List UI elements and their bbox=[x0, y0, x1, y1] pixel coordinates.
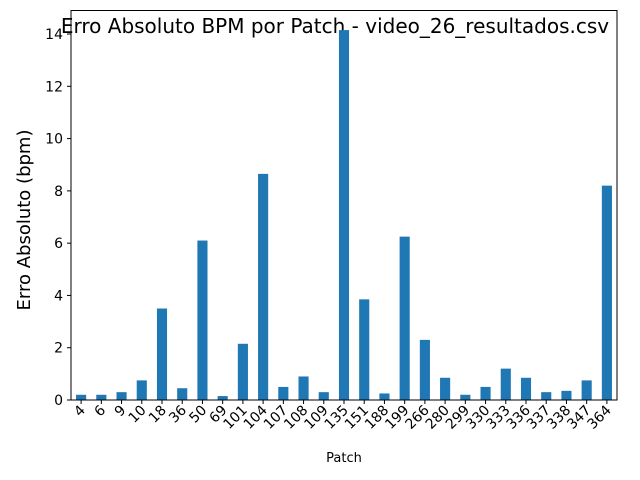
bar-patch-336 bbox=[520, 377, 532, 400]
bar-patch-10 bbox=[136, 380, 147, 400]
bar-patch-364 bbox=[601, 185, 612, 400]
bar-patch-109 bbox=[318, 392, 329, 400]
bar-patch-347 bbox=[581, 380, 592, 400]
x-axis-ticks: 4 6 91018365069101104107108109135151188199… bbox=[71, 400, 615, 433]
y-axis-label: Erro Absoluto (bpm) bbox=[14, 130, 35, 311]
bar-patch-338 bbox=[561, 390, 572, 400]
bar-patch-333 bbox=[500, 368, 511, 400]
bar-patch-135 bbox=[338, 30, 350, 400]
bar-patch-101 bbox=[237, 343, 248, 400]
y-tick-label: 10 bbox=[45, 132, 63, 148]
y-tick-label: 14 bbox=[45, 27, 63, 43]
bar-patch-299 bbox=[460, 394, 471, 400]
y-tick-label: 8 bbox=[54, 184, 63, 200]
x-tick-label: 6 bbox=[92, 402, 110, 420]
bar-patch-108 bbox=[298, 376, 309, 400]
bar-patch-104 bbox=[258, 173, 269, 400]
bar-patch-188 bbox=[379, 393, 390, 400]
bar-patch-280 bbox=[440, 377, 451, 400]
chart-title: Erro Absoluto BPM por Patch - video_26_r… bbox=[61, 14, 609, 38]
bar-patch-18 bbox=[156, 308, 168, 400]
bar-patch-266 bbox=[419, 339, 430, 400]
y-axis-ticks: 0 2 4 6 8 10 12 14 bbox=[45, 27, 71, 409]
bar-patch-6 bbox=[96, 394, 107, 400]
y-tick-label: 4 bbox=[54, 288, 63, 304]
bar-patch-69 bbox=[217, 396, 228, 400]
y-tick-label: 0 bbox=[54, 393, 63, 409]
bar-patch-337 bbox=[541, 392, 552, 400]
bar-patch-36 bbox=[177, 388, 188, 400]
bar-patch-151 bbox=[359, 299, 370, 400]
bar-patch-330 bbox=[480, 386, 491, 400]
bar-patch-199 bbox=[399, 236, 410, 400]
y-tick-label: 12 bbox=[45, 79, 63, 95]
bar-patch-50 bbox=[197, 240, 208, 400]
y-tick-label: 6 bbox=[54, 236, 63, 252]
bars-group bbox=[76, 30, 612, 400]
y-tick-label: 2 bbox=[54, 341, 63, 357]
x-tick-label: 364 bbox=[584, 402, 614, 432]
x-axis-label: Patch bbox=[326, 451, 362, 466]
bar-patch-9 bbox=[116, 392, 127, 400]
bar-patch-107 bbox=[278, 386, 289, 400]
bar-patch-4 bbox=[76, 394, 87, 400]
x-tick-label: 4 bbox=[71, 402, 89, 420]
plot-frame bbox=[70, 10, 618, 401]
